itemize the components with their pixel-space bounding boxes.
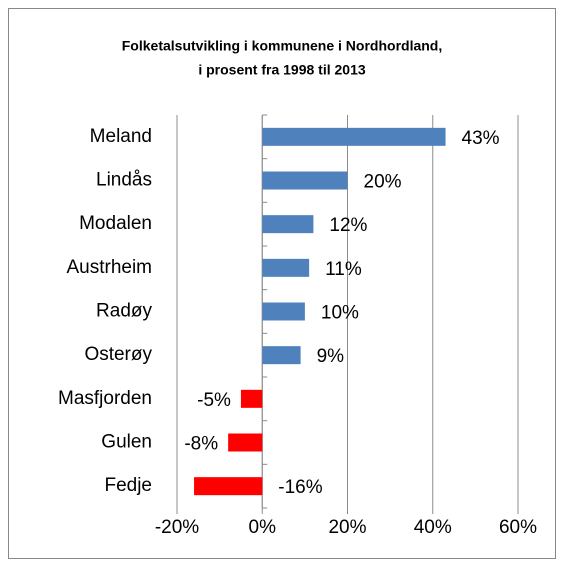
bar <box>262 171 348 190</box>
y-tick-label: Modalen <box>79 213 152 234</box>
x-tick-label: 20% <box>328 517 366 538</box>
y-tick-label: Masfjorden <box>58 388 152 409</box>
y-tick-label: Fedje <box>104 475 152 496</box>
y-tick-label: Radøy <box>96 301 152 322</box>
value-label: -5% <box>197 390 231 411</box>
value-label: -16% <box>278 477 322 498</box>
y-tick-label: Gulen <box>101 432 152 453</box>
bar <box>262 302 305 321</box>
value-label: 43% <box>462 128 500 149</box>
chart-title: Folketalsutvikling i kommunene i Nordhor… <box>122 38 442 54</box>
bar <box>228 433 263 452</box>
x-tick-label: 60% <box>499 517 537 538</box>
value-label: 9% <box>317 346 345 367</box>
bar <box>194 477 263 496</box>
value-label: 12% <box>329 215 367 236</box>
bar <box>262 215 314 234</box>
chart-border <box>8 8 556 559</box>
y-tick-label: Osterøy <box>84 344 152 365</box>
y-tick-label: Austrheim <box>66 257 152 278</box>
value-label: -8% <box>184 434 218 455</box>
value-label: 20% <box>364 172 402 193</box>
x-tick-label: -20% <box>155 517 199 538</box>
value-label: 11% <box>325 259 362 280</box>
value-label: 10% <box>321 303 359 324</box>
x-tick-label: 0% <box>249 517 277 538</box>
bar <box>262 346 301 365</box>
bar <box>262 258 310 277</box>
x-tick-label: 40% <box>414 517 452 538</box>
bar <box>262 127 446 146</box>
bar <box>240 389 263 408</box>
y-tick-label: Lindås <box>96 170 152 191</box>
chart-title: i prosent fra 1998 til 2013 <box>198 62 366 78</box>
y-tick-label: Meland <box>90 126 152 147</box>
